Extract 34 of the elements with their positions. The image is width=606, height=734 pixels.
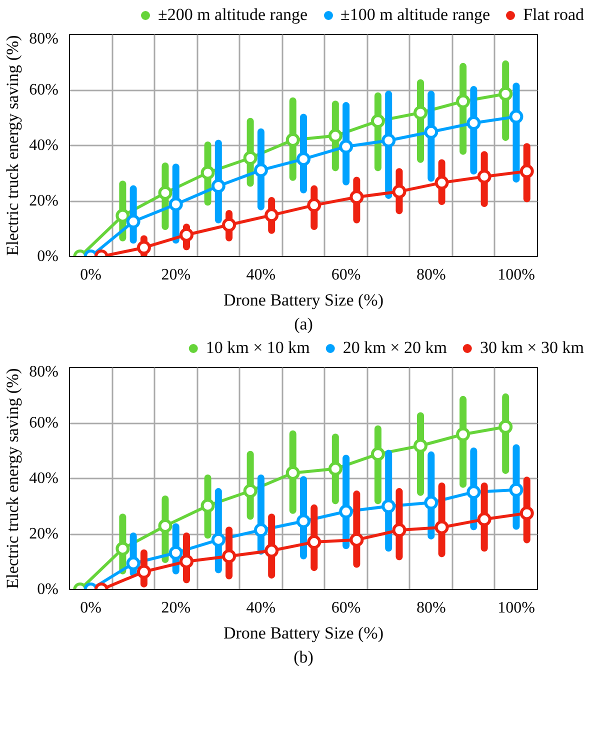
y-tick-label: 40% — [29, 470, 58, 487]
x-tick-label: 0% — [80, 266, 102, 284]
x-tick-label: 100% — [498, 600, 535, 616]
y-axis-title: Electric truck energy saving (%) — [3, 368, 22, 589]
y-tick-label: 20% — [29, 526, 58, 542]
y-tick-label: 80% — [29, 30, 58, 48]
y-tick-label: 60% — [29, 82, 58, 98]
x-tick-label: 100% — [498, 266, 535, 284]
y-tick-label: 0% — [37, 248, 58, 265]
y-tick-label: 40% — [29, 137, 58, 154]
legend-label: 10 km × 10 km — [206, 338, 310, 358]
x-tick-label: 40% — [246, 266, 276, 284]
text: (a) — [294, 314, 313, 334]
legend-label: Flat road — [523, 5, 584, 25]
legend-label: 20 km × 20 km — [342, 338, 447, 358]
x-tick-label: 20% — [161, 266, 191, 284]
y-tick-label: 0% — [37, 581, 58, 598]
legend-label: ±200 m altitude range — [158, 5, 308, 25]
x-tick-label: 80% — [416, 600, 446, 616]
y-tick-label: 20% — [29, 192, 58, 210]
y-tick-label: 60% — [29, 414, 58, 432]
x-tick-label: 60% — [331, 600, 361, 616]
legend-label: ±100 m altitude range — [340, 5, 490, 25]
text: (b) — [294, 648, 314, 666]
y-axis-title: Electric truck energy saving (%) — [3, 35, 22, 256]
x-tick-label: 40% — [246, 600, 276, 616]
x-tick-label: 60% — [331, 266, 361, 284]
x-axis-title: Drone Battery Size (%) — [223, 290, 384, 310]
x-tick-label: 20% — [161, 600, 191, 616]
x-tick-label: 0% — [80, 600, 102, 616]
x-axis-title: Drone Battery Size (%) — [223, 624, 384, 642]
y-tick-label: 80% — [29, 364, 58, 380]
legend-label: 30 km × 30 km — [480, 338, 584, 358]
x-tick-label: 80% — [416, 266, 446, 284]
